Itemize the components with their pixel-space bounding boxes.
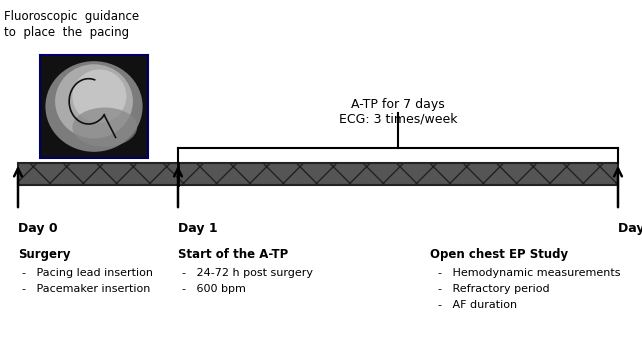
Text: -   600 bpm: - 600 bpm (182, 284, 246, 294)
Text: Open chest EP Study: Open chest EP Study (430, 248, 568, 261)
Text: ECG: 3 times/week: ECG: 3 times/week (339, 112, 457, 125)
Text: -   Refractory period: - Refractory period (438, 284, 550, 294)
Ellipse shape (46, 61, 143, 152)
Text: Day 8: Day 8 (618, 222, 642, 235)
Text: -   Hemodynamic measurements: - Hemodynamic measurements (438, 268, 621, 278)
Text: Fluoroscopic  guidance: Fluoroscopic guidance (4, 10, 139, 23)
Text: Day 0: Day 0 (18, 222, 58, 235)
Text: Surgery: Surgery (18, 248, 71, 261)
Ellipse shape (73, 108, 137, 147)
Bar (40, 55, 148, 158)
Text: to  place  the  pacing: to place the pacing (4, 26, 129, 39)
Text: Day 1: Day 1 (178, 222, 218, 235)
Text: -   Pacing lead insertion: - Pacing lead insertion (22, 268, 153, 278)
Ellipse shape (73, 69, 126, 123)
Text: A-TP for 7 days: A-TP for 7 days (351, 98, 445, 111)
Bar (18, 163, 618, 185)
Text: -   24-72 h post surgery: - 24-72 h post surgery (182, 268, 313, 278)
Text: Start of the A-TP: Start of the A-TP (178, 248, 288, 261)
Text: -   Pacemaker insertion: - Pacemaker insertion (22, 284, 150, 294)
Text: -   AF duration: - AF duration (438, 300, 517, 310)
Ellipse shape (55, 64, 133, 139)
